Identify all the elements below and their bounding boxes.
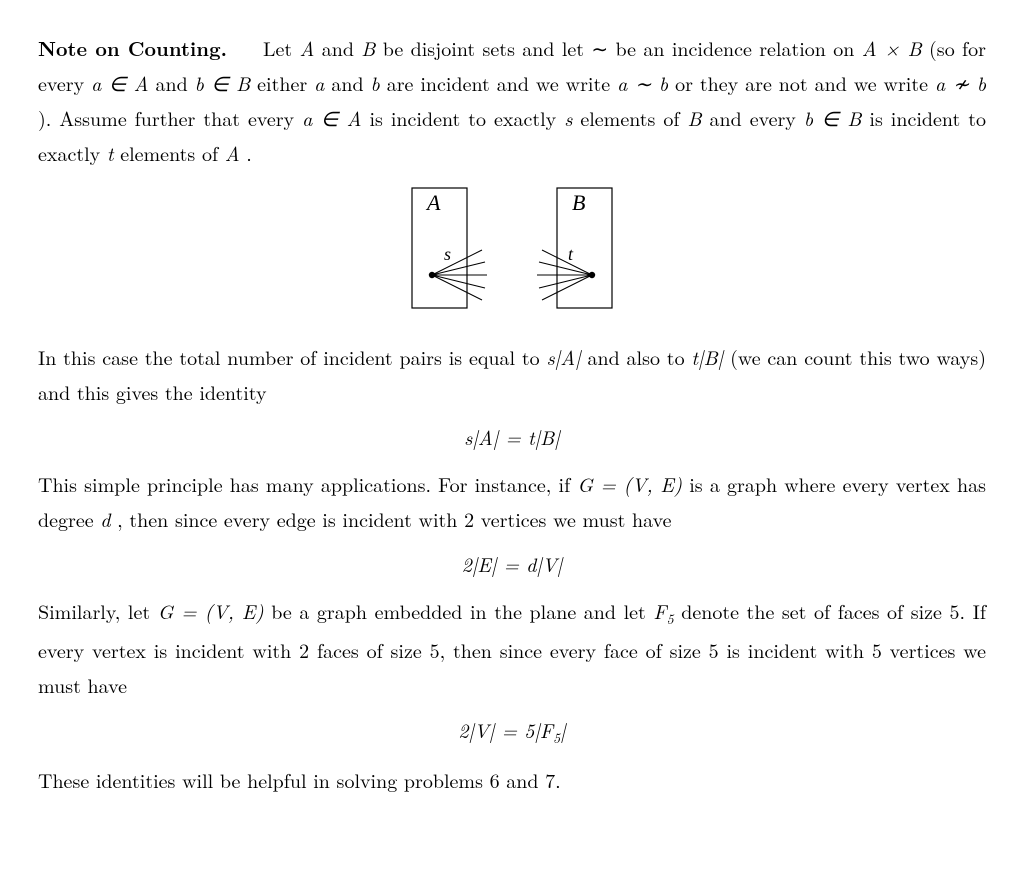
text: and	[322, 33, 362, 62]
text: are incident and we write	[387, 68, 617, 97]
equation-1: s|A| = t|B|	[38, 419, 986, 454]
sym-binB: b ∈ B	[804, 103, 862, 132]
sym-GVE: G = (V, E)	[577, 469, 682, 498]
sym-GVE: G = (V, E)	[158, 596, 264, 625]
sym-asimb: a ∼ b	[617, 68, 668, 97]
sym-A: A	[299, 33, 314, 62]
sym-a: a	[314, 68, 324, 97]
text: .	[246, 138, 252, 167]
sym-sA: s|A|	[546, 342, 580, 371]
text: Let	[263, 33, 300, 62]
text: is incident to exactly	[369, 103, 564, 132]
sym-anotsimb: a ≁ b	[935, 68, 986, 97]
text: ). Assume further that every	[38, 103, 302, 132]
sym-ainA: a ∈ A	[302, 103, 361, 132]
paragraph-count: In this case the total number of inciden…	[38, 339, 986, 409]
text: be disjoint sets and let ∼ be an inciden…	[383, 33, 862, 62]
sym-B: B	[361, 33, 375, 62]
sym-d: d	[100, 504, 110, 533]
incidence-diagram: A B s t	[38, 180, 986, 329]
text: Similarly, let	[38, 596, 158, 625]
text: and every	[710, 103, 804, 132]
heading: Note on Counting.	[38, 33, 227, 62]
text: or they are not and we write	[675, 68, 935, 97]
diagram-label-t: t	[568, 244, 574, 264]
diagram-label-B: B	[572, 190, 585, 215]
sym-s: s	[564, 103, 572, 132]
text: In this case the total number of inciden…	[38, 342, 546, 371]
paragraph-closing: These identities will be helpful in solv…	[38, 762, 986, 797]
sym-B: B	[687, 103, 701, 132]
diagram-label-s: s	[444, 244, 451, 264]
text: This simple principle has many applicati…	[38, 469, 577, 498]
paragraph-app2: Similarly, let G = (V, E) be a graph emb…	[38, 593, 986, 702]
text: either	[257, 68, 314, 97]
diagram-svg: A B s t	[382, 180, 642, 320]
text: elements of	[120, 138, 225, 167]
sym-ainA: a ∈ A	[91, 68, 148, 97]
paragraph-intro: Note on Counting. Let A and B be disjoin…	[38, 30, 986, 170]
sym-AxB: A × B	[862, 33, 922, 62]
text: be a graph embedded in the plane and let	[271, 596, 653, 625]
sym-b: b	[371, 68, 380, 97]
text: and	[331, 68, 370, 97]
diagram-label-A: A	[425, 190, 441, 215]
sym-A: A	[225, 138, 240, 167]
equation-2: 2|E| = d|V|	[38, 546, 986, 581]
text: and also to	[587, 342, 691, 371]
sym-F5: F5	[653, 596, 673, 625]
sym-tB: t|B|	[691, 342, 723, 371]
sym-t: t	[107, 138, 114, 167]
paragraph-app1: This simple principle has many applicati…	[38, 466, 986, 536]
text: elements of	[580, 103, 687, 132]
text: , then since every edge is incident with…	[117, 504, 671, 533]
equation-3: 2|V| = 5|F5|	[38, 712, 986, 751]
text: and	[155, 68, 194, 97]
sym-binB: b ∈ B	[195, 68, 251, 97]
